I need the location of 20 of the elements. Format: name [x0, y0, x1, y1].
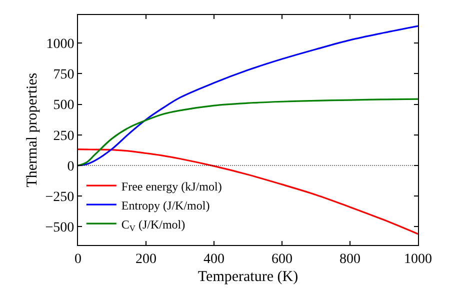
y-tick-label: −500 [45, 220, 74, 236]
y-tick-label: 1000 [46, 37, 74, 52]
x-tick-label: 200 [136, 252, 156, 267]
y-tick-label: 0 [67, 159, 74, 174]
x-axis-title: Temperature (K) [198, 268, 298, 285]
y-axis-title: Thermal properties [24, 72, 41, 188]
line-series [78, 148, 418, 235]
x-tick-label: 1000 [404, 252, 432, 267]
y-tick-label: −250 [45, 190, 74, 205]
x-tick-label: 600 [272, 252, 292, 267]
legend-label: Entropy (J/K/mol) [121, 198, 210, 212]
line-series [78, 98, 418, 166]
y-tick-label: 250 [53, 128, 74, 144]
legend-label: Free energy (kJ/mol) [121, 179, 222, 194]
y-tick-label: 750 [53, 68, 74, 83]
legend-label: C$_{V}$ (J/K/mol) [121, 217, 186, 233]
x-tick-label: 400 [204, 252, 224, 267]
x-tick-label: 800 [340, 252, 360, 267]
y-tick-label: 500 [53, 98, 74, 114]
line-series [78, 25, 418, 166]
